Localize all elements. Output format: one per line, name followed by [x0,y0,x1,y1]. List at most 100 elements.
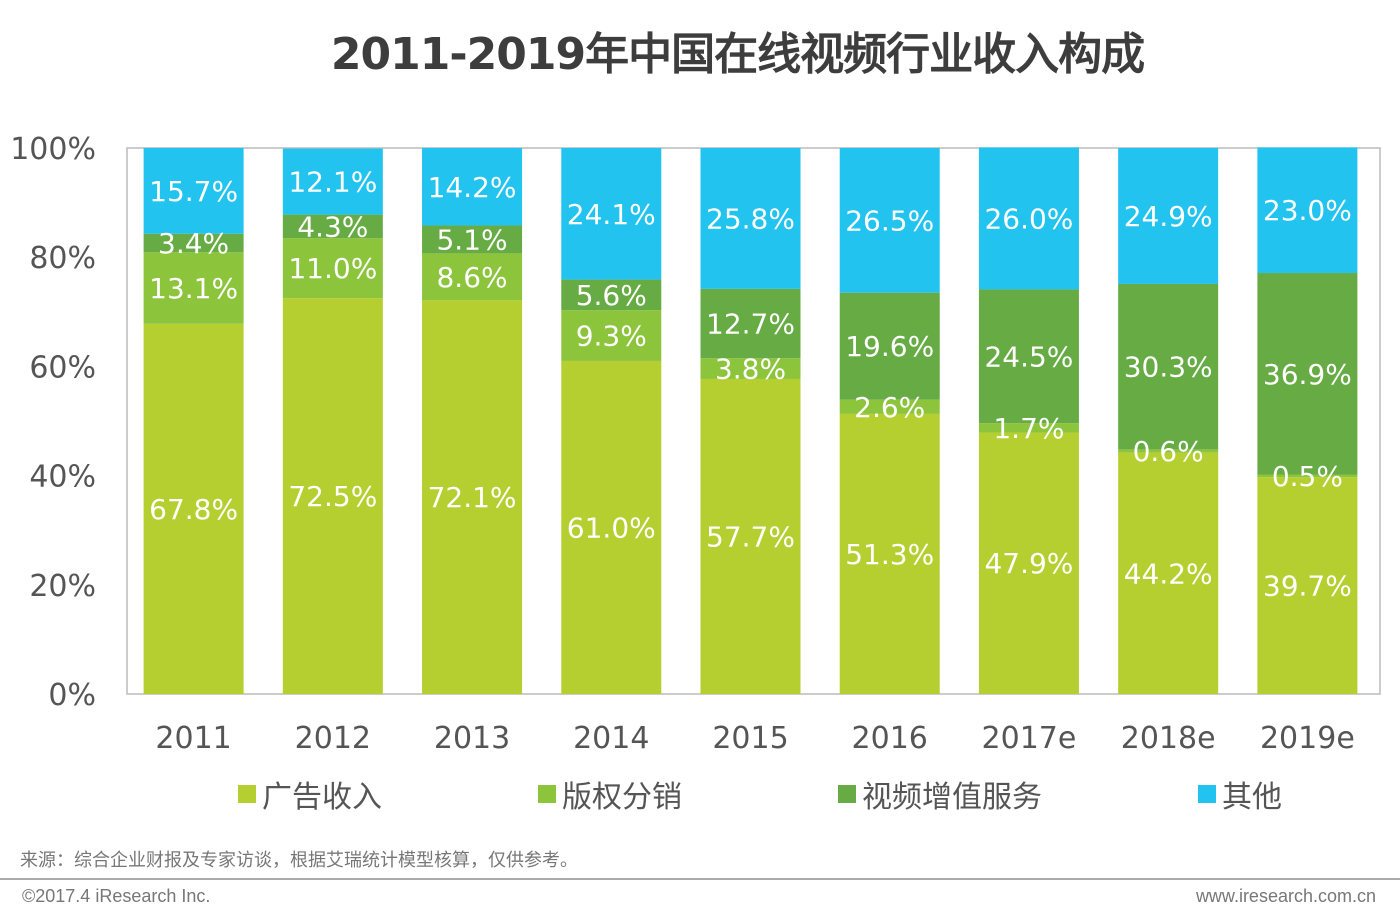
data-label: 5.1% [436,223,507,256]
legend-swatch [838,785,856,803]
data-label: 25.8% [706,202,795,235]
data-label: 51.3% [845,538,934,571]
legend-label: 视频增值服务 [862,780,1042,815]
data-label: 30.3% [1124,351,1213,384]
x-tick-label: 2014 [573,721,649,756]
data-label: 15.7% [149,175,238,208]
data-label: 36.9% [1263,358,1352,391]
bar-segment [143,323,244,694]
bar-segment [282,298,383,694]
x-tick-label: 2018e [1121,721,1216,756]
y-axis: 0% 20% 40% 60% 80% 100% [10,132,96,713]
x-tick-label: 2011 [155,721,231,756]
data-label: 5.6% [576,279,647,312]
data-label: 14.2% [428,171,517,204]
data-label: 72.1% [428,481,517,514]
bar-segment [1257,273,1358,475]
data-label: 12.7% [706,308,795,341]
data-label: 57.7% [706,520,795,553]
bar-segment [143,252,244,324]
x-tick-label: 2012 [295,721,371,756]
x-axis: 2011 2012 2013 2014 2015 2016 2017e 2018e 2019e [155,721,1354,756]
bar-segment [561,360,662,694]
bar-segment [1118,452,1219,694]
data-label: 67.8% [149,493,238,526]
bar-segment [978,432,1079,694]
y-tick-label: 0% [48,678,96,713]
data-label: 19.6% [845,330,934,363]
bar-segment [143,233,244,253]
footer-divider [0,878,1400,880]
legend-label: 广告收入 [262,780,382,815]
bar-segment [700,378,801,694]
legend-swatch [538,785,556,803]
legend-label: 其他 [1222,780,1282,815]
data-label: 0.5% [1272,460,1343,493]
data-label: 0.6% [1133,435,1204,468]
data-label: 9.3% [576,320,647,353]
bar-segment [839,292,940,400]
bar-segment [1118,283,1219,450]
bar-segment [978,147,1079,290]
bar-segment [561,148,662,280]
y-tick-label: 20% [29,569,96,604]
bar-segment [422,253,523,301]
bar-segment [700,358,801,379]
data-label: 12.1% [288,166,377,199]
x-tick-label: 2013 [434,721,510,756]
x-tick-label: 2019e [1260,721,1355,756]
bar-segment [143,148,244,234]
bar-segment [1257,477,1358,694]
legend: 广告收入 版权分销 视频增值服务 其他 [0,772,1400,816]
bar-segment [561,279,662,311]
legend-label: 版权分销 [562,780,682,815]
data-label: 3.8% [715,353,786,386]
data-label: 8.6% [436,261,507,294]
bar-segment [1118,148,1219,284]
bar-segment [978,423,1079,433]
source-note: 来源：综合企业财报及专家访谈，根据艾瑞统计模型核算，仅供参考。 [20,850,578,871]
website-link[interactable]: www.iresearch.com.cn [1195,886,1376,906]
bar-segment [1118,449,1219,453]
data-label: 47.9% [984,547,1073,580]
data-label: 44.2% [1124,557,1213,590]
bar-segment [422,148,523,226]
copyright: ©2017.4 iResearch Inc. [22,886,211,906]
data-label: 3.4% [158,227,229,260]
data-label: 1.7% [993,412,1064,445]
x-tick-label: 2015 [712,721,788,756]
bar-segment [282,214,383,239]
x-tick-label: 2016 [852,721,928,756]
bar-segment [422,300,523,694]
bar-segment [978,289,1079,424]
data-label: 2.6% [854,391,925,424]
bar-segment [700,288,801,359]
data-label: 39.7% [1263,570,1352,603]
bar-segment [839,413,940,694]
bar-segment [282,238,383,299]
data-label: 13.1% [149,272,238,305]
data-label: 26.5% [845,204,934,237]
bar-segment [839,399,940,414]
data-label: 4.3% [297,210,368,243]
stacked-bar-chart: 0% 20% 40% 60% 80% 100% 67.8% 13.1% 3.4% 15.7% 72… [10,132,1381,756]
y-tick-label: 100% [10,132,96,167]
data-label: 24.1% [567,198,656,231]
data-label: 72.5% [288,480,377,513]
bar-segment [1257,474,1358,478]
bars [143,147,1358,694]
bar-segment [282,148,383,215]
data-label: 24.5% [984,340,1073,373]
y-tick-label: 80% [29,241,96,276]
data-label: 26.0% [984,202,1073,235]
legend-swatch [1198,785,1216,803]
y-tick-label: 40% [29,460,96,495]
chart-title: 2011-2019年中国在线视频行业收入构成 [330,29,1145,80]
x-tick-label: 2017e [982,721,1077,756]
bar-segment [561,310,662,361]
bar-segment [700,148,801,289]
data-label: 61.0% [567,511,656,544]
data-labels: 67.8% 13.1% 3.4% 15.7% 72.5% 11.0% 4.3% 12.1% 72… [149,166,1352,603]
legend-item-copyright-distribution: 版权分销 [538,772,682,816]
bar-segment [839,148,940,293]
